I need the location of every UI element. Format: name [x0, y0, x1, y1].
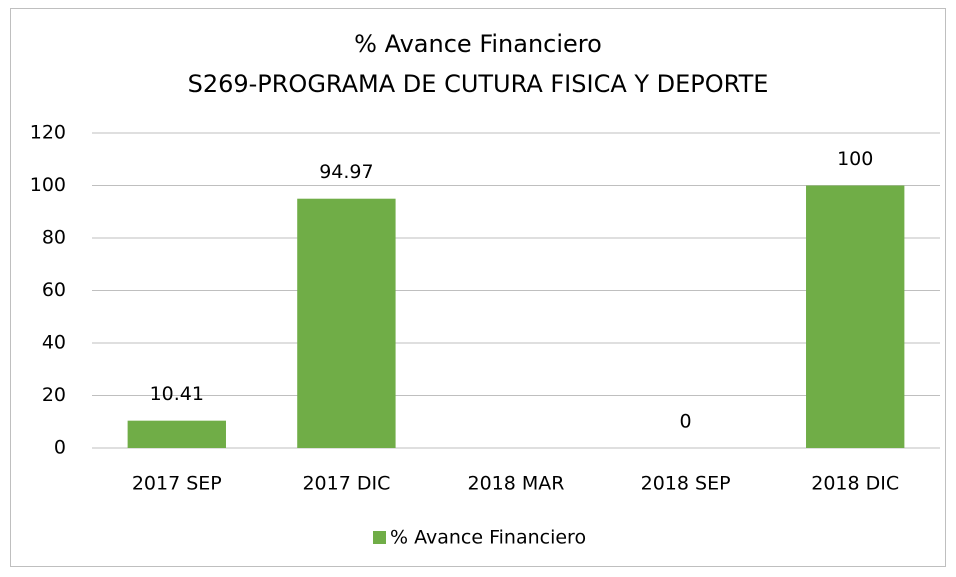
data-label: 94.97 — [319, 161, 373, 183]
y-tick-label: 40 — [42, 332, 66, 354]
y-tick-label: 80 — [42, 227, 66, 249]
x-tick-label: 2018 SEP — [641, 473, 731, 495]
y-tick-label: 100 — [30, 174, 66, 196]
y-tick-label: 120 — [30, 122, 66, 144]
bar — [297, 198, 396, 448]
x-tick-label: 2017 SEP — [132, 473, 222, 495]
chart-frame — [10, 8, 946, 567]
y-tick-label: 0 — [54, 437, 66, 459]
bar — [806, 185, 905, 448]
y-tick-label: 60 — [42, 279, 66, 301]
x-tick-label: 2018 DIC — [811, 473, 899, 495]
chart-title: % Avance Financiero — [354, 30, 602, 58]
data-label: 100 — [837, 148, 873, 170]
x-tick-label: 2017 DIC — [302, 473, 390, 495]
legend-swatch — [373, 531, 386, 544]
x-tick-label: 2018 MAR — [468, 473, 565, 495]
chart-subtitle: S269-PROGRAMA DE CUTURA FISICA Y DEPORTE — [188, 70, 769, 98]
data-label: 10.41 — [150, 383, 204, 405]
data-label: 0 — [680, 411, 692, 433]
bar — [127, 420, 226, 448]
legend-label: % Avance Financiero — [390, 527, 586, 549]
y-tick-label: 20 — [42, 384, 66, 406]
